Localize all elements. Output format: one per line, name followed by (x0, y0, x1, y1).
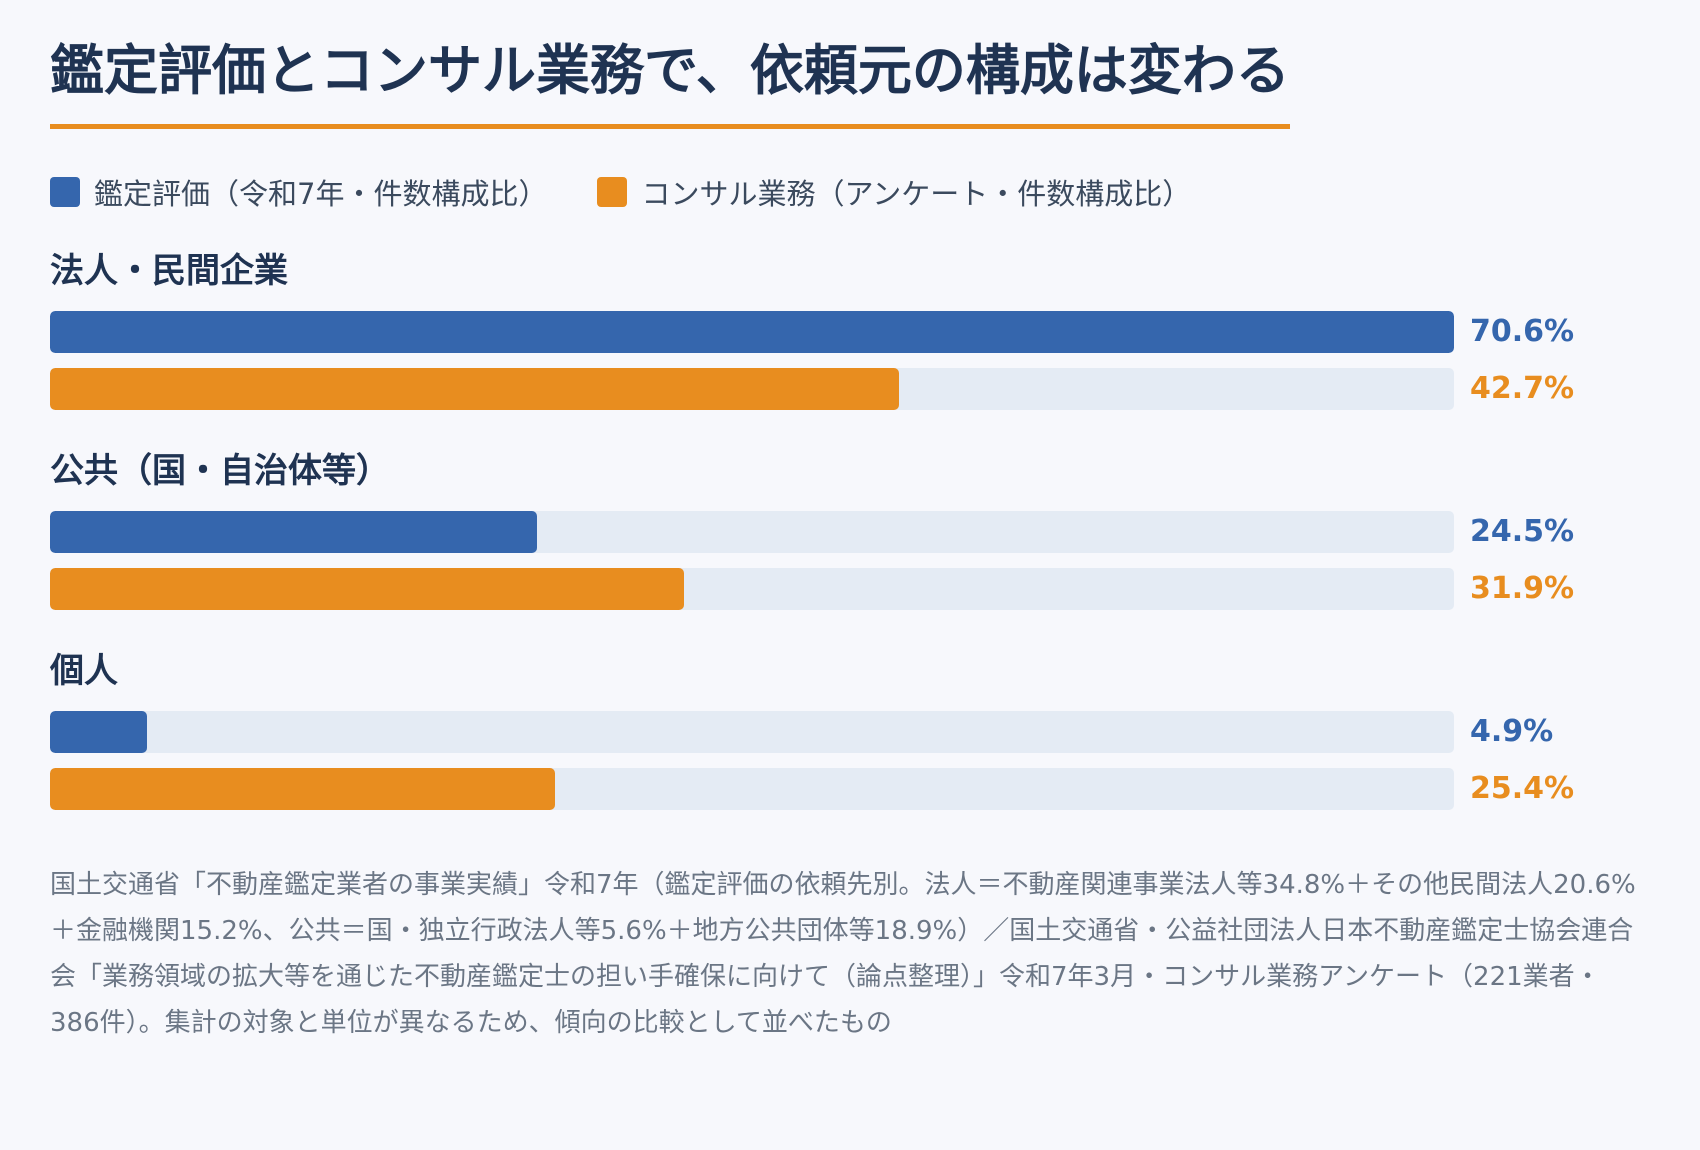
legend: 鑑定評価（令和7年・件数構成比） コンサル業務（アンケート・件数構成比） (50, 171, 1650, 213)
data-label-appraisal: 4.9% (1470, 714, 1554, 750)
bar-consulting (50, 768, 556, 811)
bar-appraisal (50, 311, 1454, 354)
bar-track (50, 768, 1454, 811)
bar-chart: 法人・民間企業 70.6% 42.7% 公共（国・自治体等） 24.5% 31.9% 個人 4… (50, 243, 1650, 833)
legend-label-appraisal: 鑑定評価（令和7年・件数構成比） (94, 177, 548, 212)
category-label: 公共（国・自治体等） (50, 451, 390, 492)
legend-swatch-consulting (597, 177, 628, 208)
bar-appraisal (50, 711, 148, 754)
bar-track (50, 711, 1454, 754)
bar-track (50, 368, 1454, 411)
legend-item-appraisal: 鑑定評価（令和7年・件数構成比） (50, 171, 547, 213)
bar-appraisal (50, 511, 538, 554)
bar-track (50, 568, 1454, 611)
data-label-appraisal: 24.5% (1470, 514, 1575, 550)
chart-title: 鑑定評価とコンサル業務で、依頼元の構成は変わる (50, 39, 1290, 130)
category-label: 個人 (50, 651, 118, 692)
legend-item-consulting: コンサル業務（アンケート・件数構成比） (597, 171, 1191, 213)
chart-page: 鑑定評価とコンサル業務で、依頼元の構成は変わる 鑑定評価（令和7年・件数構成比）… (50, 39, 1650, 833)
source-note: 国土交通省「不動産鑑定業者の事業実績」令和7年（鑑定評価の依頼先別。法人＝不動産… (50, 870, 1636, 1038)
data-label-consulting: 25.4% (1470, 771, 1575, 807)
bar-consulting (50, 568, 685, 611)
data-label-appraisal: 70.6% (1470, 314, 1575, 350)
data-label-consulting: 31.9% (1470, 571, 1575, 607)
data-label-consulting: 42.7% (1470, 371, 1575, 407)
legend-swatch-appraisal (50, 177, 80, 208)
bar-track (50, 511, 1454, 554)
bar-consulting (50, 368, 900, 411)
legend-label-consulting: コンサル業務（アンケート・件数構成比） (641, 177, 1192, 212)
category-label: 法人・民間企業 (50, 251, 288, 292)
bar-track (50, 311, 1454, 354)
